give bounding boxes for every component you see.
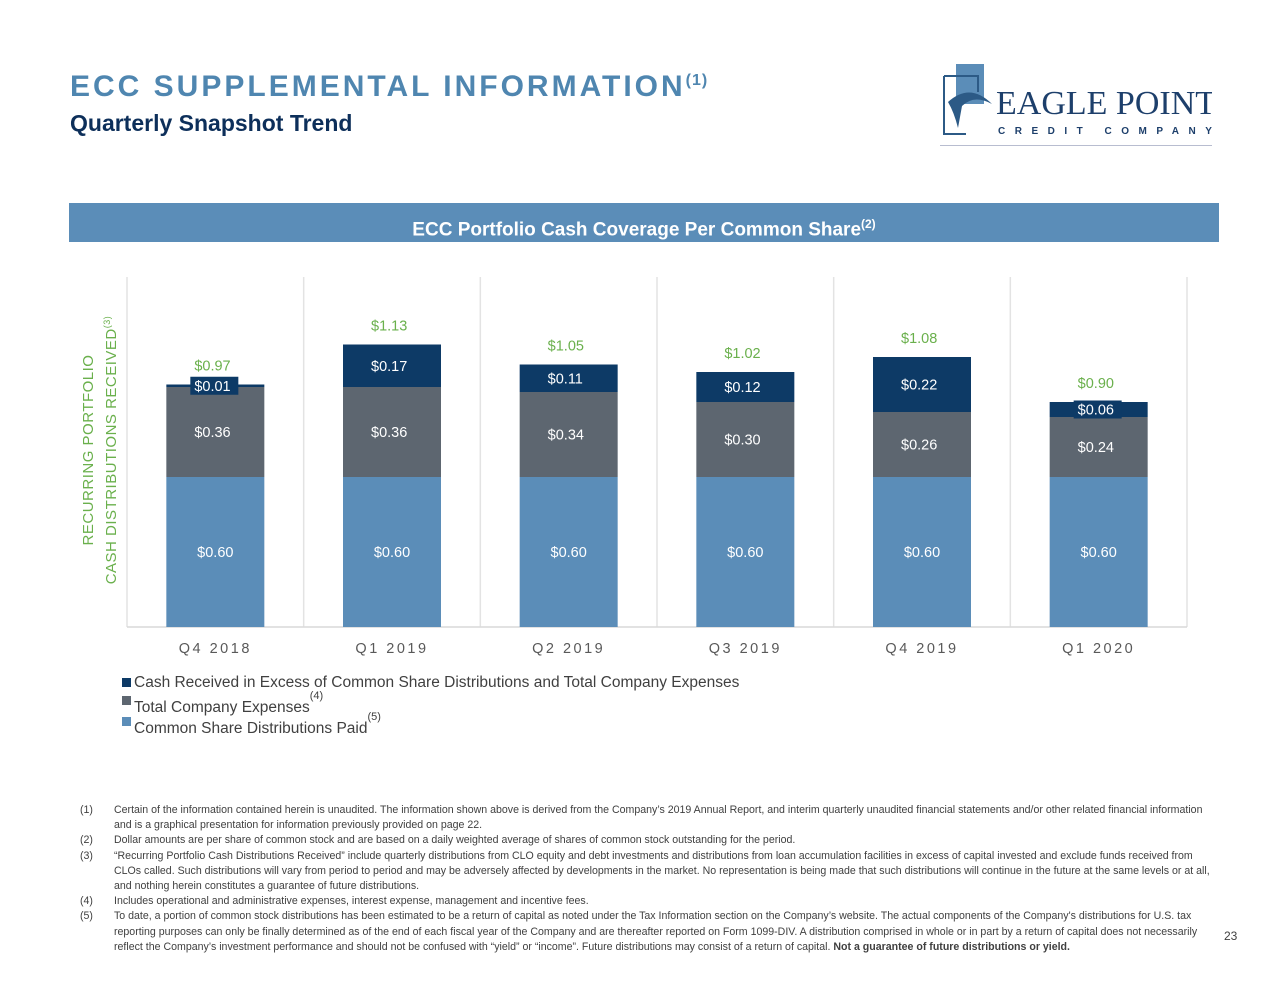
- data-label: $0.36: [371, 425, 407, 441]
- legend-label: Common Share Distributions Paid: [134, 720, 368, 738]
- data-label: $0.60: [1081, 545, 1117, 561]
- bar-segment-expenses: [519, 392, 618, 477]
- footnote-text: Includes operational and administrative …: [114, 895, 589, 908]
- total-label: $1.05: [548, 339, 584, 355]
- x-tick-label: Q4 2019: [885, 641, 958, 657]
- x-tick-label: Q1 2019: [355, 641, 428, 657]
- footnote-bold: Not a guarantee of future distributions …: [833, 940, 1070, 953]
- legend-note: (4): [309, 690, 324, 702]
- footnote: (3) “Recurring Portfolio Cash Distributio…: [80, 849, 1210, 895]
- legend-swatch: [122, 696, 131, 706]
- footnote-text-main: To date, a portion of common stock distr…: [114, 910, 1198, 953]
- data-label: $0.12: [724, 380, 760, 396]
- bar-segment-expenses: [696, 402, 795, 477]
- bar-segment-distributions: [696, 477, 795, 627]
- bar-segment-excess: [873, 357, 971, 412]
- data-label: $0.60: [197, 545, 233, 561]
- footnote-number: (2): [80, 834, 93, 847]
- data-label: $0.36: [194, 425, 230, 441]
- banner-text: ECC Portfolio Cash Coverage Per Common S…: [412, 219, 862, 241]
- footnote-text: “Recurring Portfolio Cash Distributions …: [114, 849, 1210, 893]
- total-label: $1.02: [724, 346, 760, 362]
- legend-item-excess: Cash Received in Excess of Common Share …: [122, 674, 739, 692]
- bar-segment-distributions: [873, 477, 971, 627]
- legend-item-expenses: Total Company Expenses(4): [122, 690, 324, 716]
- x-tick-label: Q3 2019: [709, 641, 782, 657]
- data-label: $0.30: [724, 433, 760, 449]
- footnote-text: Certain of the information contained her…: [114, 804, 1203, 832]
- eagle-point-logo: EAGLE POINT CREDIT COMPANY: [943, 64, 1212, 137]
- bar-segment-distributions: [343, 477, 441, 627]
- footnote-number: (1): [80, 804, 93, 816]
- label-background: [190, 376, 239, 395]
- bar-segment-excess: [519, 364, 618, 392]
- bar-segment-distributions: [519, 477, 618, 627]
- bar-segment-distributions: [1049, 477, 1148, 627]
- data-label: $0.34: [548, 428, 584, 444]
- footnote-number: (3): [80, 849, 93, 862]
- total-label: $1.13: [371, 319, 407, 335]
- footnote: (5) To date, a portion of common stock di…: [80, 909, 1210, 955]
- footnote-text: Dollar amounts are per share of common s…: [114, 834, 796, 847]
- data-label: $0.11: [548, 371, 583, 387]
- footnote: (4) Includes operational and administrati…: [80, 894, 1210, 909]
- bar-segment-excess: [343, 344, 441, 387]
- footnote: (1) Certain of the information contained …: [80, 803, 1210, 833]
- bar-segment-expenses: [1049, 417, 1148, 477]
- data-label: $0.60: [904, 545, 940, 561]
- data-label: $0.60: [551, 545, 587, 561]
- footnotes: (1) Certain of the information contained …: [80, 803, 1210, 955]
- page-subtitle: Quarterly Snapshot Trend: [70, 110, 353, 136]
- bar-segment-distributions: [166, 477, 265, 627]
- bar-segment-expenses: [343, 387, 441, 477]
- label-background: [1073, 400, 1122, 419]
- data-label: $0.26: [901, 438, 937, 454]
- data-label: $0.06: [1078, 403, 1114, 419]
- data-label: $0.17: [371, 359, 407, 375]
- footnote-text: To date, a portion of common stock distr…: [114, 909, 1210, 955]
- x-tick-label: Q4 2018: [179, 641, 252, 657]
- footnote-number: (5): [80, 910, 93, 923]
- footnote: (2) Dollar amounts are per share of commo…: [80, 833, 1210, 848]
- data-label: $0.24: [1078, 440, 1114, 456]
- data-label: $0.60: [374, 545, 410, 561]
- page-title: ECC SUPPLEMENTAL INFORMATION(1): [70, 70, 708, 104]
- legend-label: Cash Received in Excess of Common Share …: [134, 674, 740, 691]
- x-tick-label: Q2 2019: [532, 641, 605, 657]
- total-label: $0.90: [1078, 376, 1114, 392]
- header-divider: [940, 145, 1212, 146]
- title-text: ECC SUPPLEMENTAL INFORMATION: [70, 70, 686, 103]
- total-label: $0.97: [194, 359, 230, 375]
- legend-swatch: [122, 717, 131, 727]
- chart-banner: ECC Portfolio Cash Coverage Per Common S…: [69, 203, 1219, 242]
- svg-text:EAGLE POINT: EAGLE POINT: [996, 85, 1212, 122]
- legend-note: (5): [367, 711, 381, 723]
- legend-label: Total Company Expenses: [134, 699, 310, 717]
- legend-item-distributions: Common Share Distributions Paid(5): [122, 711, 381, 737]
- bar-segment-excess: [696, 372, 795, 402]
- page-number: 23: [1224, 929, 1238, 943]
- bar-segment-expenses: [873, 412, 971, 477]
- x-tick-label: Q1 2020: [1062, 641, 1135, 657]
- footnote-number: (4): [80, 895, 93, 908]
- data-label: $0.22: [901, 378, 937, 394]
- data-label: $0.60: [727, 545, 763, 561]
- title-footnote: (1): [685, 72, 709, 89]
- banner-footnote: (2): [861, 217, 876, 231]
- data-label: $0.01: [194, 379, 230, 395]
- svg-text:CREDIT COMPANY: CREDIT COMPANY: [998, 126, 1212, 137]
- bar-segment-expenses: [166, 387, 265, 477]
- total-label: $1.08: [901, 331, 937, 347]
- legend-swatch: [122, 678, 131, 687]
